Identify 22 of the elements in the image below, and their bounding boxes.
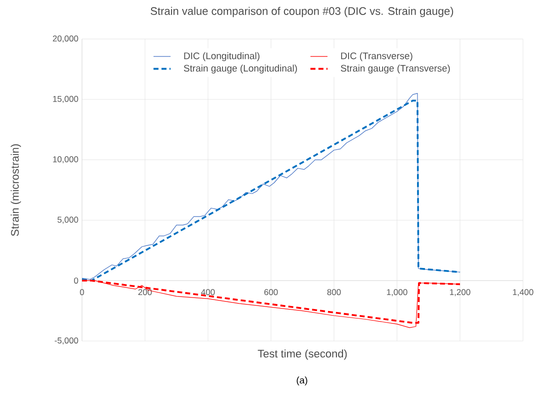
x-tick-label: 1,000 [387,289,408,296]
y-tick-label: -5,000 [54,337,78,344]
y-tick-label: 15,000 [53,96,78,103]
legend-label: Strain gauge (Transverse) [340,64,450,74]
x-axis-title: Test time (second) [258,349,347,360]
y-tick-label: 10,000 [53,156,78,164]
x-tick-label: 1,200 [450,289,470,296]
x-tick-label: 1,400 [513,289,534,296]
y-tick-label: 20,000 [52,35,78,42]
x-tick-label: 400 [201,289,215,296]
text: (a) [296,376,308,386]
y-axis-title: Strain (microstrain) [10,144,21,236]
y-tick-label: 0 [74,278,78,284]
legend-label: DIC (Transverse) [341,52,412,62]
legend-label: Strain gauge (Longitudinal) [184,64,297,74]
x-tick-label: 600 [264,289,278,296]
y-tick-label: 5,000 [58,216,78,224]
chart-title: Strain value comparison of coupon #03 (DIC vs. Strain gauge) [150,6,454,18]
x-tick-label: 800 [327,289,341,296]
legend-label: DIC (Longitudinal) [184,52,260,62]
x-tick-label: 200 [138,289,152,296]
x-tick-label: 0 [80,289,84,296]
